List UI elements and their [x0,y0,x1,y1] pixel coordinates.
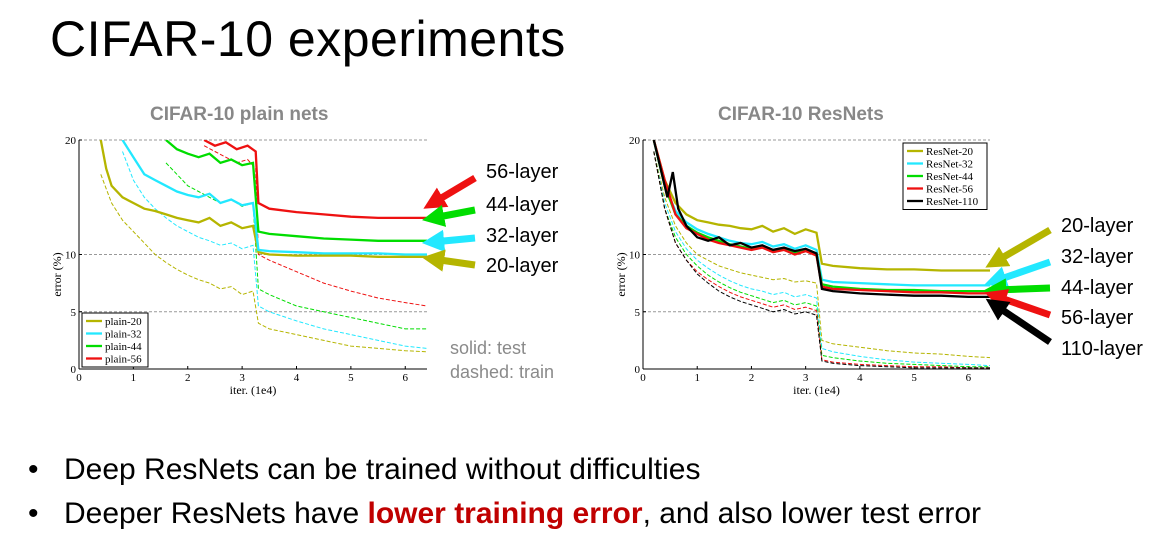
legend-note: solid: test dashed: train [450,336,554,384]
resnet-y-tick-label: 10 [629,250,641,262]
bullet-2-highlight: lower training error [367,497,643,530]
resnet-x-tick-label: 4 [857,372,863,384]
resnet-32-train-line [653,151,990,367]
note-solid-test: solid: test [450,338,527,358]
slide-title: CIFAR-10 experiments [50,11,566,67]
resnet-x-tick-label: 6 [966,372,972,384]
plain-x-tick-label: 3 [239,372,245,384]
bullet-2-suffix: , and also lower test error [642,497,982,530]
plain-44-train-line [165,162,427,330]
44-layer-label: 44-layer [486,194,559,216]
plain-32-test-line [121,140,427,256]
56-layer-label: 56-layer [1061,307,1134,329]
plain-x-tick-label: 6 [403,372,409,384]
plain-x-tick-label: 1 [131,372,137,384]
resnet-y-tick-label: 20 [629,135,641,147]
bullet-2: Deeper ResNets have lower training error… [28,492,981,536]
44-layer-arrow [983,278,1051,301]
110-layer-label: 110-layer [1061,338,1143,360]
resnet-x-axis-label: iter. (1e4) [793,383,840,397]
bullet-list: Deep ResNets can be trained without diff… [28,448,981,536]
plain-32-legend-label: plain-32 [105,329,142,341]
32-layer-label: 32-layer [486,225,559,247]
resnet-x-tick-label: 1 [694,372,700,384]
resnet-44-legend-label: ResNet-44 [926,171,974,183]
resnet-x-tick-label: 0 [640,372,646,384]
resnet-110-legend-label: ResNet-110 [926,196,979,208]
resnet-32-legend-label: ResNet-32 [926,159,973,171]
resnet-56-legend-label: ResNet-56 [926,184,974,196]
plain-x-tick-label: 5 [348,372,354,384]
left-chart-title: CIFAR-10 plain nets [150,104,329,125]
plain-32-train-line [122,151,427,349]
32-layer-arrow [984,258,1052,288]
44-layer-arrow [421,204,476,227]
bullet-2-prefix: Deeper ResNets have [64,497,368,530]
resnet-20-test-line [652,140,990,272]
plain-x-tick-label: 2 [185,372,191,384]
resnet-32-test-line [652,140,990,287]
plain-56-test-line [203,140,427,220]
20-layer-label: 20-layer [486,255,559,277]
110-layer-arrow [985,298,1052,345]
resnet-110-test-line [652,140,990,299]
resnet-56-train-line [653,151,990,369]
plain-y-axis-label: error (%) [50,252,64,296]
plain-44-test-line [165,140,427,242]
plain-x-axis-label: iter. (1e4) [230,383,277,397]
resnet-44-train-line [653,151,990,368]
note-dashed-train: dashed: train [450,362,555,382]
resnet-110-train-line [653,151,990,369]
plain-x-tick-label: 4 [294,372,300,384]
56-layer-label: 56-layer [486,161,559,183]
resnet-y-tick-label: 5 [635,307,641,319]
resnet-56-test-line [652,140,990,295]
plain-20-legend-label: plain-20 [105,316,142,328]
plain-56-legend-label: plain-56 [105,354,142,366]
plain-y-tick-label: 5 [71,307,77,319]
resnet-20-train-line [653,151,990,359]
44-layer-label: 44-layer [1061,277,1134,299]
32-layer-label: 32-layer [1061,246,1134,268]
plain-y-tick-label: 0 [71,364,77,376]
20-layer-arrow [421,249,476,272]
resnet-20-legend-label: ResNet-20 [926,146,974,158]
resnet-y-tick-label: 0 [635,364,641,376]
32-layer-arrow [421,229,476,253]
bullet-1: Deep ResNets can be trained without diff… [28,448,981,492]
right-chart-title: CIFAR-10 ResNets [718,104,884,125]
plain-x-tick-label: 0 [76,372,82,384]
resnet-x-tick-label: 2 [749,372,755,384]
resnet-x-tick-label: 3 [803,372,809,384]
20-layer-arrow [985,226,1052,268]
plain-56-train-line [203,145,427,307]
plain-y-tick-label: 20 [65,135,77,147]
plain-20-train-line [100,174,427,353]
plain-20-test-line [99,140,427,258]
resnet-x-tick-label: 5 [911,372,917,384]
bullet-1-text: Deep ResNets can be trained without diff… [64,453,701,486]
resnet-y-axis-label: error (%) [614,252,628,296]
56-layer-arrow [423,174,477,209]
20-layer-label: 20-layer [1061,215,1134,237]
plain-y-tick-label: 10 [65,250,77,262]
plain-44-legend-label: plain-44 [105,341,142,353]
